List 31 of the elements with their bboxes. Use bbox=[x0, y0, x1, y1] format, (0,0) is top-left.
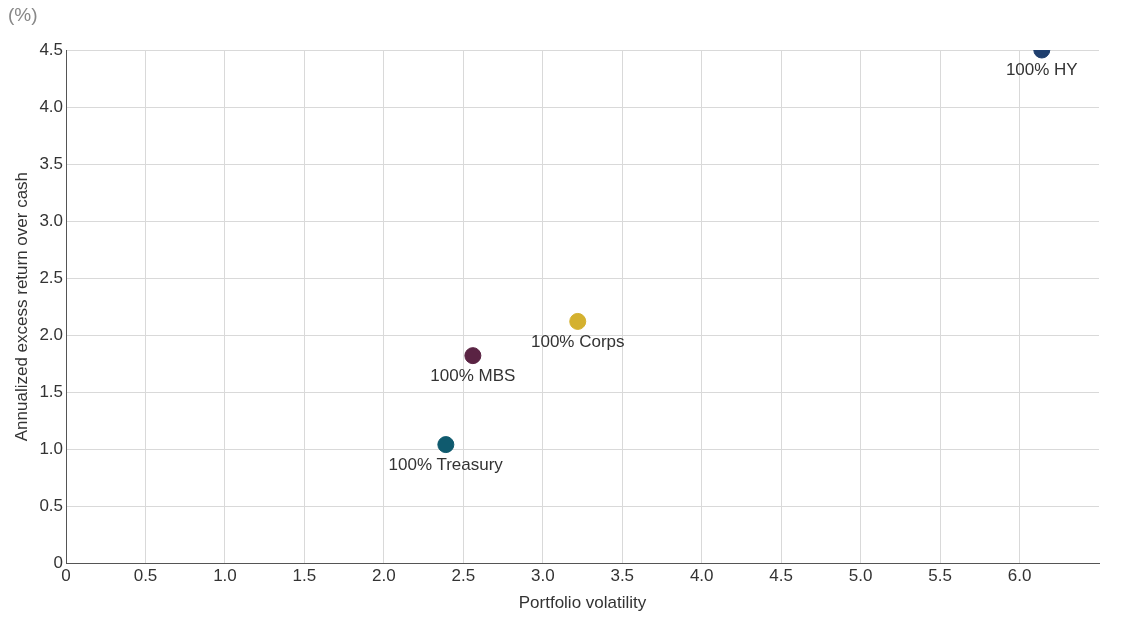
x-tick-label: 2.0 bbox=[372, 566, 396, 586]
x-tick-label: 5.0 bbox=[848, 566, 873, 586]
x-tick-label: 4.5 bbox=[769, 566, 793, 586]
y-tick-label: 3.0 bbox=[39, 210, 64, 230]
x-tick-label: 5.5 bbox=[928, 566, 952, 586]
x-tick-label: 6.0 bbox=[1007, 566, 1032, 586]
y-tick-label: 2.0 bbox=[39, 324, 64, 344]
text: (%) bbox=[8, 4, 38, 26]
y-tick-label: 1.5 bbox=[39, 381, 64, 401]
x-tick-label: 3.0 bbox=[530, 566, 555, 586]
x-tick-label: 2.5 bbox=[451, 566, 476, 586]
x-tick-label: 1.5 bbox=[292, 566, 317, 586]
series-label: 100% Treasury bbox=[388, 454, 504, 474]
point bbox=[569, 312, 587, 330]
series-label: 100% Corps bbox=[530, 331, 625, 351]
x-tick-label: 0.5 bbox=[133, 566, 158, 586]
point bbox=[437, 436, 455, 454]
x-tick-label: 3.5 bbox=[610, 566, 635, 586]
y-tick-label: 4.5 bbox=[39, 39, 64, 59]
y-tick-label: 2.5 bbox=[39, 267, 64, 287]
y-axis-title: Annualized excess return over cash bbox=[11, 171, 31, 442]
y-tick-label: 0.5 bbox=[39, 495, 64, 515]
series-label: 100% HY bbox=[1005, 60, 1078, 80]
x-tick-label: 4.0 bbox=[689, 566, 714, 586]
y-tick-label: 1.0 bbox=[39, 438, 64, 458]
series-label: 100% MBS bbox=[430, 365, 516, 385]
x-axis-title: Portfolio volatility bbox=[518, 593, 647, 613]
y-tick-label: 3.5 bbox=[39, 153, 64, 173]
x-tick-label: 1.0 bbox=[213, 566, 237, 586]
point bbox=[464, 347, 482, 365]
y-tick-label: 4.0 bbox=[39, 96, 64, 116]
